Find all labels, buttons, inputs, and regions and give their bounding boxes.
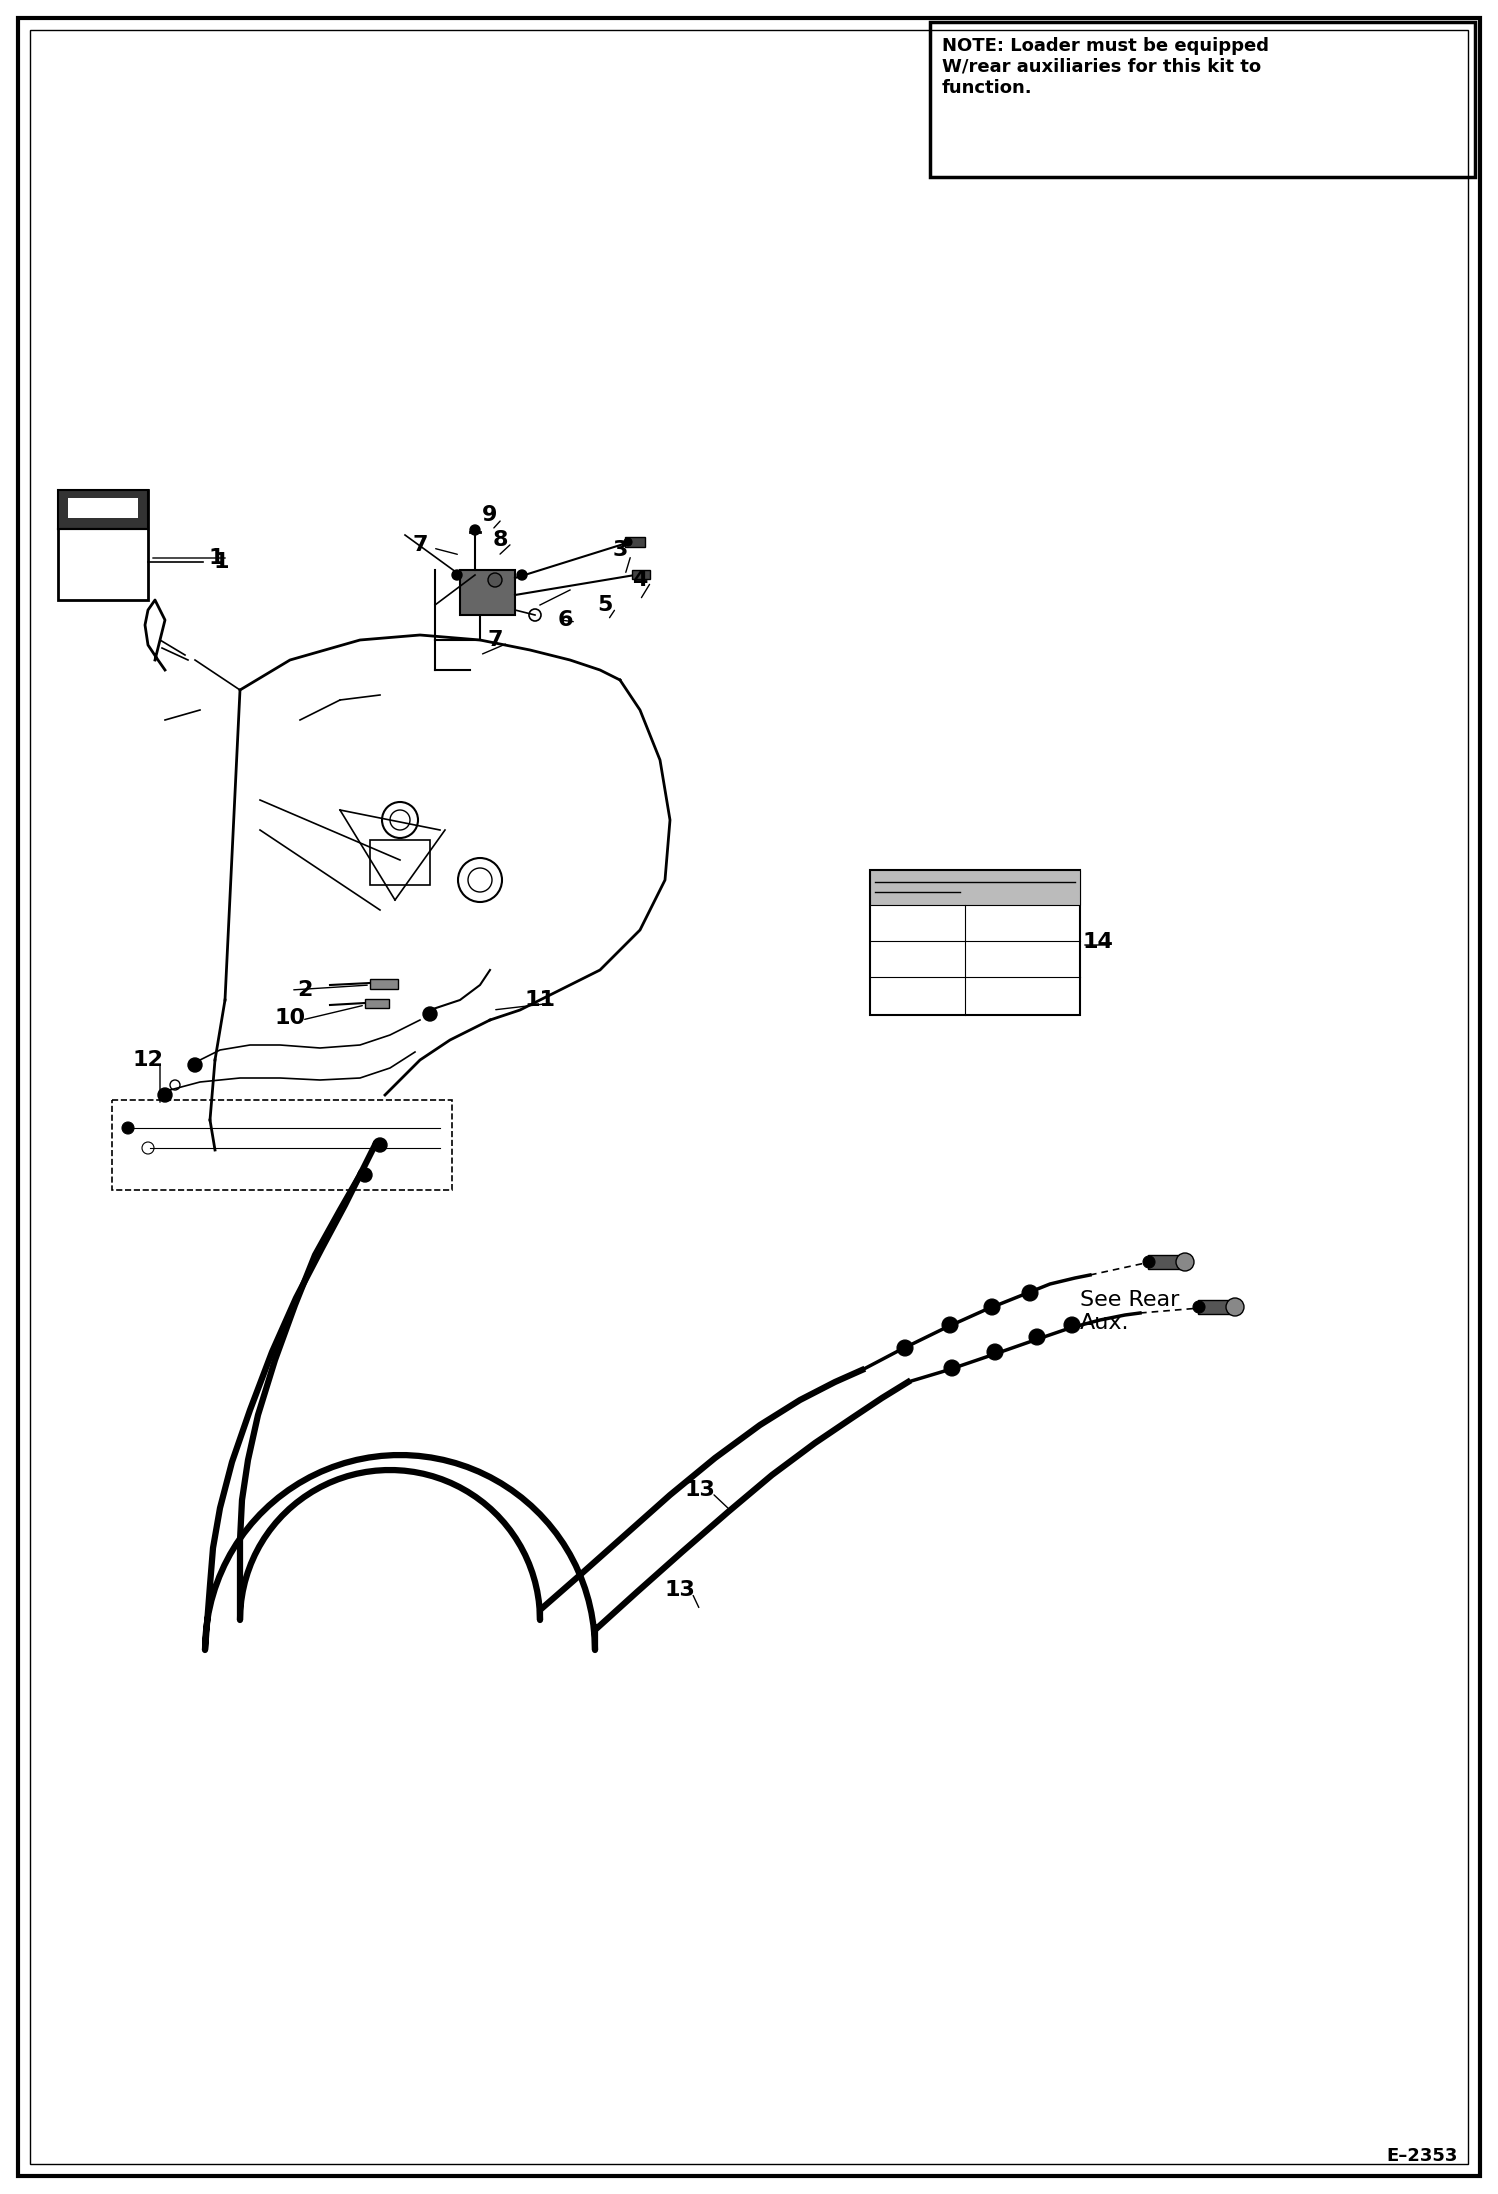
Circle shape [1225,1299,1243,1316]
Circle shape [1143,1255,1155,1268]
Circle shape [625,538,632,546]
Text: 4: 4 [632,570,647,590]
Circle shape [1176,1253,1194,1270]
Bar [1147,1255,1183,1268]
Text: 6: 6 [557,610,572,630]
Text: 2: 2 [297,981,313,1000]
Text: 1: 1 [208,548,223,568]
Circle shape [1064,1316,1080,1334]
Circle shape [422,1007,437,1020]
Circle shape [987,1345,1004,1360]
Text: 9: 9 [482,505,497,524]
Text: 13: 13 [665,1580,695,1599]
Text: 5: 5 [598,595,613,614]
Circle shape [157,1088,172,1101]
Circle shape [488,573,502,588]
Circle shape [942,1316,959,1334]
Bar [870,871,1080,904]
Bar [58,489,148,529]
Circle shape [452,570,461,579]
Bar [632,570,650,579]
Circle shape [1192,1301,1204,1312]
Circle shape [121,1121,133,1134]
Text: NOTE: Loader must be equipped
W/rear auxiliaries for this kit to
function.: NOTE: Loader must be equipped W/rear aux… [942,37,1269,97]
Bar [930,22,1476,178]
Text: 10: 10 [274,1007,306,1029]
Bar [112,1099,452,1189]
Circle shape [1029,1330,1046,1345]
Text: 7: 7 [412,535,428,555]
Bar [67,498,138,518]
Circle shape [373,1139,386,1152]
Text: E–2353: E–2353 [1387,2148,1458,2165]
Bar [366,998,389,1007]
Text: 11: 11 [524,989,556,1009]
Text: 14: 14 [1083,932,1113,952]
Text: 3: 3 [613,540,628,559]
Bar [58,489,148,599]
Circle shape [984,1299,1001,1314]
Circle shape [189,1058,202,1073]
Circle shape [1022,1286,1038,1301]
Circle shape [944,1360,960,1376]
Text: See Rear
Aux.: See Rear Aux. [1080,1290,1179,1334]
Bar [370,840,430,884]
Text: 8: 8 [493,531,508,551]
Text: 13: 13 [685,1481,716,1501]
Bar [1198,1301,1233,1314]
Text: 7: 7 [487,630,503,649]
Text: 1: 1 [213,551,229,570]
Bar [870,871,1080,1016]
Bar [460,570,515,614]
Bar [370,979,398,989]
Circle shape [897,1341,912,1356]
Text: 12: 12 [132,1051,163,1071]
Circle shape [358,1167,372,1183]
Circle shape [517,570,527,579]
Bar [625,538,646,546]
Circle shape [470,524,479,535]
